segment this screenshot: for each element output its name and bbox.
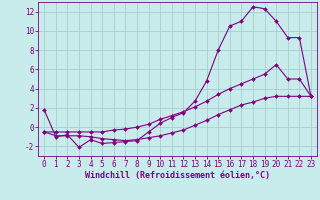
X-axis label: Windchill (Refroidissement éolien,°C): Windchill (Refroidissement éolien,°C): [85, 171, 270, 180]
